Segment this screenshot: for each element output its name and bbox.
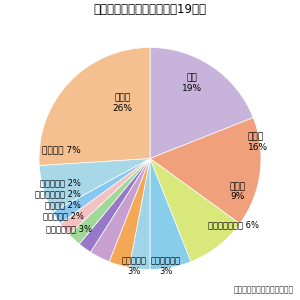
Text: 温水洗浄便座
3%: 温水洗浄便座 3% — [151, 256, 181, 276]
Text: 電気カーペット 6%: 電気カーペット 6% — [208, 220, 259, 230]
Text: 電気ポット
3%: 電気ポット 3% — [122, 256, 147, 276]
Text: その他
26%: その他 26% — [112, 93, 132, 113]
Text: 洗濯乾燥機 2%: 洗濯乾燥機 2% — [40, 178, 81, 188]
Wedge shape — [109, 158, 150, 268]
Wedge shape — [150, 158, 240, 262]
Title: 冬のご家庭での消費電力（19時）: 冬のご家庭での消費電力（19時） — [94, 3, 206, 16]
Text: パソコン 2%: パソコン 2% — [45, 201, 81, 210]
Wedge shape — [60, 158, 150, 235]
Text: 電気こたつ 2%: 電気こたつ 2% — [43, 212, 83, 221]
Wedge shape — [39, 47, 150, 165]
Text: ジャー炊飯器 2%: ジャー炊飯器 2% — [35, 190, 81, 199]
Text: 待機電力 7%: 待機電力 7% — [42, 145, 81, 154]
Wedge shape — [150, 47, 253, 158]
Wedge shape — [69, 158, 150, 244]
Wedge shape — [150, 158, 191, 269]
Wedge shape — [53, 158, 150, 224]
Wedge shape — [150, 118, 261, 224]
Text: 照明
19%: 照明 19% — [182, 73, 202, 93]
Text: 食器洗乾燥機 3%: 食器洗乾燥機 3% — [46, 224, 92, 233]
Text: 冷蔵庫
16%: 冷蔵庫 16% — [248, 132, 268, 152]
Wedge shape — [129, 158, 150, 269]
Text: 出典：資源エネルギー庁推計: 出典：資源エネルギー庁推計 — [234, 285, 294, 294]
Wedge shape — [39, 158, 150, 212]
Text: テレビ
9%: テレビ 9% — [230, 182, 246, 202]
Wedge shape — [79, 158, 150, 252]
Wedge shape — [91, 158, 150, 262]
